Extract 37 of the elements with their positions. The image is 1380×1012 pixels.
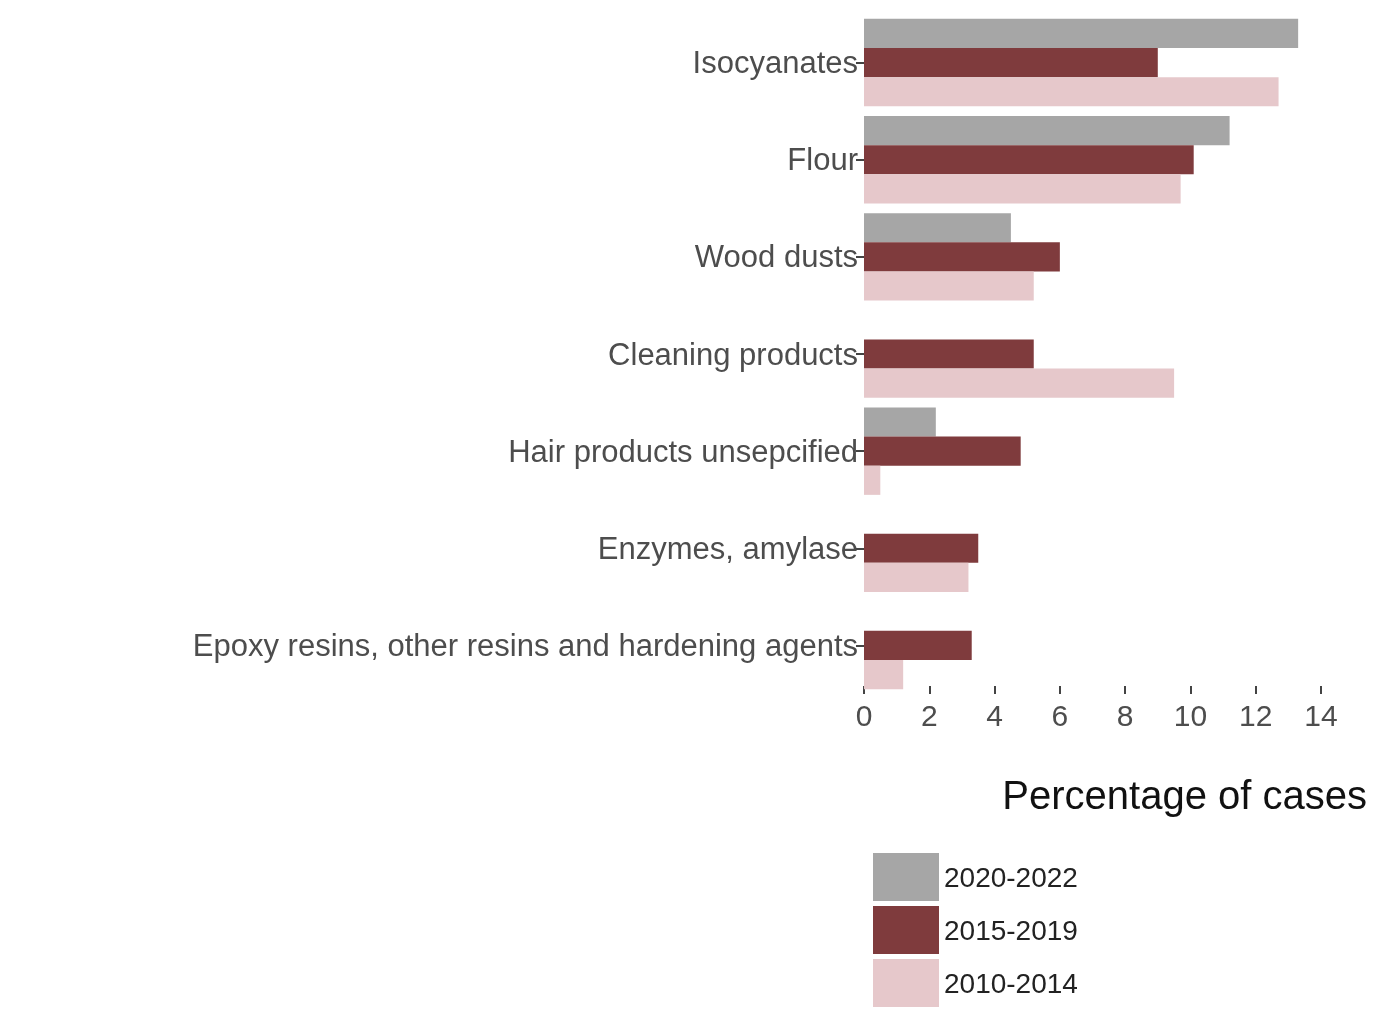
bar xyxy=(864,271,1034,301)
x-tick-label: 12 xyxy=(1239,698,1273,732)
bar xyxy=(864,116,1230,146)
x-tick-label: 10 xyxy=(1173,698,1208,732)
legend-label: 2020-2022 xyxy=(944,861,1078,893)
legend-label: 2015-2019 xyxy=(944,914,1078,946)
bar xyxy=(864,630,972,660)
x-axis-title: Percentage of cases xyxy=(1002,773,1367,817)
bar xyxy=(864,533,979,563)
bar xyxy=(864,465,881,495)
bar xyxy=(864,368,1175,398)
bar xyxy=(864,213,1011,243)
bar xyxy=(864,407,936,437)
y-tick-label: Isocyanates xyxy=(692,45,858,81)
y-tick-label: Flour xyxy=(787,142,858,178)
y-tick-label: Wood dusts xyxy=(694,239,858,275)
x-tick-label: 6 xyxy=(1051,698,1069,732)
bar xyxy=(864,18,1299,48)
bar xyxy=(864,562,969,592)
y-tick-label: Enzymes, amylase xyxy=(597,530,858,566)
y-tick-label: Hair products unsepcified xyxy=(508,433,858,469)
bar xyxy=(864,77,1279,107)
y-tick-label: Epoxy resins, other resins and hardening agents xyxy=(192,627,858,663)
legend-label: 2010-2014 xyxy=(944,967,1078,999)
x-tick-label: 0 xyxy=(855,698,873,732)
bar xyxy=(864,242,1060,272)
bar xyxy=(864,436,1021,466)
bar xyxy=(864,660,904,690)
x-tick-label: 4 xyxy=(986,698,1003,732)
y-tick-label: Cleaning products xyxy=(608,336,858,372)
x-tick-label: 14 xyxy=(1304,698,1338,732)
x-tick-label: 8 xyxy=(1116,698,1134,732)
x-tick-label: 2 xyxy=(920,698,938,732)
bar xyxy=(864,339,1034,369)
bar xyxy=(864,145,1194,175)
bar xyxy=(864,174,1181,204)
bar xyxy=(864,48,1158,78)
